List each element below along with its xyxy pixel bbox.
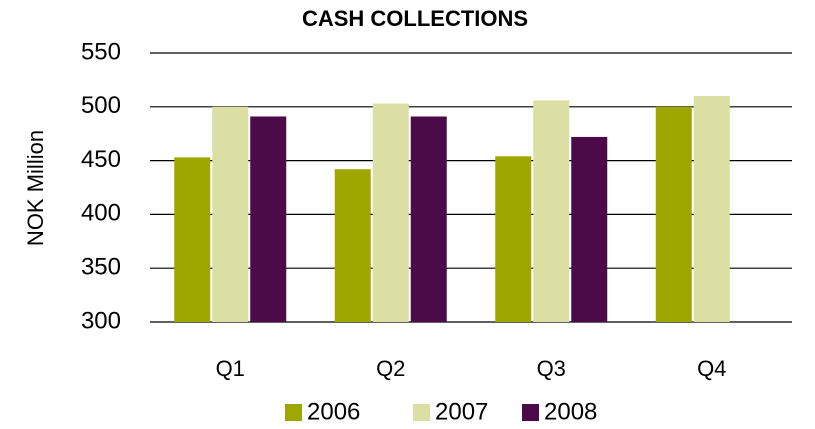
legend-swatch — [285, 404, 302, 421]
bar — [693, 96, 730, 322]
legend-swatch — [413, 404, 430, 421]
legend-label: 2007 — [435, 398, 488, 425]
y-tick-label: 350 — [81, 254, 121, 281]
x-tick-label: Q2 — [376, 356, 405, 381]
x-tick-label: Q3 — [537, 356, 566, 381]
bar — [174, 157, 211, 322]
y-axis-label: NOK Million — [23, 130, 48, 246]
bar — [372, 103, 409, 323]
y-tick-label: 550 — [81, 38, 121, 65]
bar — [250, 116, 287, 322]
legend-swatch — [522, 404, 539, 421]
y-tick-label: 450 — [81, 146, 121, 173]
legend-label: 2006 — [307, 398, 360, 425]
bar — [410, 116, 447, 322]
legend-label: 2008 — [544, 398, 597, 425]
x-tick-label: Q4 — [697, 356, 726, 381]
bar — [495, 156, 532, 322]
y-tick-label: 500 — [81, 92, 121, 119]
bar — [655, 106, 692, 322]
bar — [533, 100, 570, 323]
y-tick-label: 300 — [81, 307, 121, 334]
bar — [334, 169, 371, 322]
y-tick-label: 400 — [81, 200, 121, 227]
bar — [212, 106, 249, 322]
x-tick-label: Q1 — [216, 356, 245, 381]
chart-title: CASH COLLECTIONS — [302, 6, 528, 31]
bar — [571, 136, 608, 322]
